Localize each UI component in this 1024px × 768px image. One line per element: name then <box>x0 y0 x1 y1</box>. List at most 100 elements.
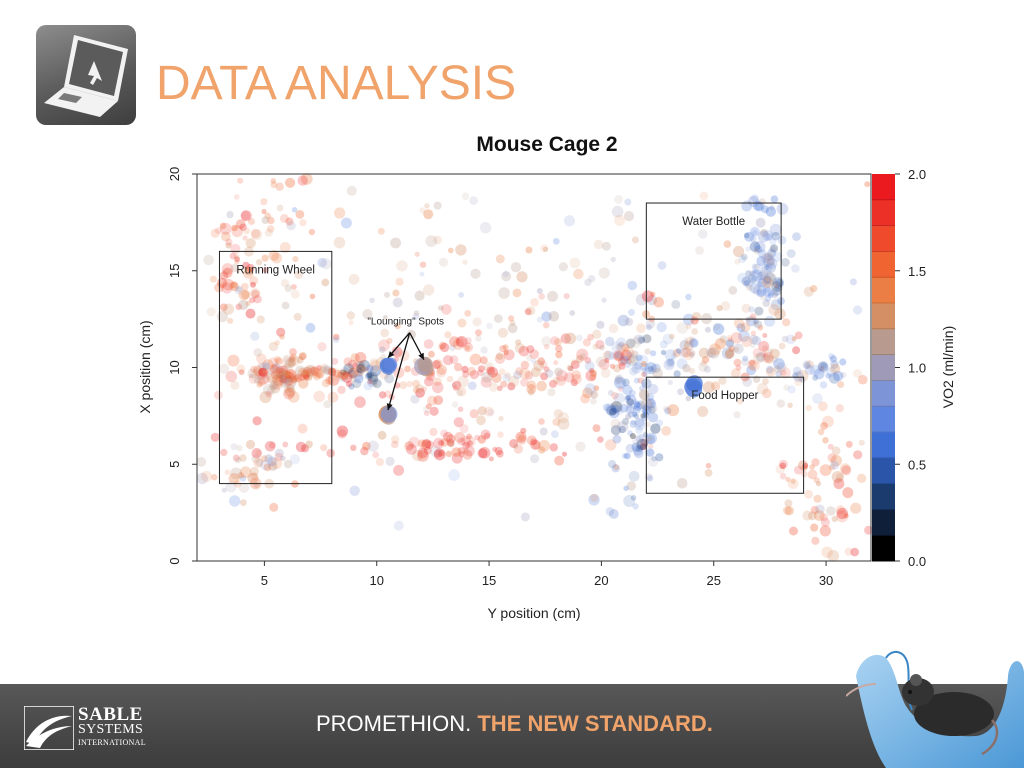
scatter-point <box>332 333 340 341</box>
scatter-point <box>287 371 295 379</box>
slide-title: DATA ANALYSIS <box>156 57 517 110</box>
scatter-point <box>261 375 269 384</box>
scatter-point <box>557 417 570 430</box>
scatter-point <box>295 210 305 219</box>
scatter-point <box>258 368 267 377</box>
scatter-point <box>284 370 292 379</box>
scatter-point <box>480 376 492 388</box>
scatter-point <box>772 286 782 296</box>
scatter-point <box>279 334 285 340</box>
scatter-point <box>789 526 798 536</box>
scatter-point <box>736 323 746 332</box>
scatter-point <box>646 448 655 457</box>
scatter-point <box>253 348 262 357</box>
scatter-point <box>802 360 812 369</box>
scatter-point <box>813 510 825 521</box>
scatter-point <box>607 389 614 396</box>
scatter-point <box>856 473 867 483</box>
scatter-point <box>539 427 548 436</box>
scatter-point <box>225 242 232 249</box>
scatter-point <box>810 285 818 293</box>
scatter-point <box>752 263 763 275</box>
scatter-point <box>830 363 841 374</box>
scatter-point <box>317 372 323 379</box>
scatter-point <box>570 379 578 387</box>
scatter-point <box>301 370 310 379</box>
scatter-point <box>369 358 379 367</box>
scatter-point <box>442 355 454 366</box>
scatter-point <box>323 366 333 376</box>
scatter-point <box>352 378 362 389</box>
scatter-point <box>786 249 796 258</box>
scatter-point <box>497 431 504 438</box>
scatter-point <box>604 350 614 361</box>
scatter-point <box>257 368 268 380</box>
scatter-point <box>554 455 565 466</box>
scatter-point <box>541 336 552 347</box>
scatter-point <box>842 487 854 499</box>
scatter-point <box>686 375 703 392</box>
scatter-point <box>526 435 537 446</box>
scatter-point <box>525 246 533 254</box>
scatter-point <box>257 372 270 385</box>
scatter-point <box>384 390 392 398</box>
scatter-point <box>248 218 255 225</box>
scatter-point <box>765 262 777 273</box>
scatter-point <box>753 241 766 253</box>
scatter-point <box>756 289 765 298</box>
scatter-point <box>595 356 607 368</box>
scatter-point <box>712 323 725 335</box>
scatter-point <box>619 403 629 413</box>
scatter-point <box>275 365 288 378</box>
scatter-point <box>469 196 478 205</box>
scatter-point <box>348 369 357 379</box>
scatter-point <box>439 342 450 353</box>
scatter-point <box>630 495 637 501</box>
scatter-point <box>356 364 365 373</box>
scatter-point <box>497 327 508 338</box>
scatter-point <box>268 461 278 471</box>
scatter-point <box>305 364 317 377</box>
scatter-point <box>623 211 635 222</box>
scatter-point <box>317 342 327 352</box>
scatter-point <box>564 332 577 345</box>
scatter-point <box>220 448 228 457</box>
scatter-point <box>508 375 520 387</box>
scatter-point <box>464 337 472 345</box>
scatter-point <box>229 495 241 507</box>
scatter-point <box>440 429 448 438</box>
scatter-point <box>427 395 438 406</box>
scatter-point <box>497 385 503 392</box>
scatter-point <box>302 369 314 381</box>
scatter-point <box>438 257 449 267</box>
scatter-point <box>375 457 384 467</box>
scatter-point <box>289 355 300 367</box>
scatter-point <box>765 252 774 261</box>
scatter-point <box>281 375 293 387</box>
scatter-point <box>708 347 720 359</box>
scatter-point <box>750 194 759 203</box>
scatter-point <box>412 386 420 394</box>
scatter-point <box>774 308 786 320</box>
scatter-point <box>446 375 454 383</box>
scatter-point <box>853 369 862 378</box>
scatter-point <box>792 366 802 375</box>
scatter-point <box>730 332 743 344</box>
scatter-point <box>785 334 796 345</box>
scatter-point <box>341 372 353 383</box>
scatter-point <box>584 357 592 364</box>
scatter-point <box>617 314 630 327</box>
scatter-point <box>234 259 240 265</box>
scatter-point <box>278 365 289 375</box>
scatter-point <box>662 405 669 412</box>
scatter-point <box>433 377 442 387</box>
scatter-point <box>831 446 841 456</box>
scatter-point <box>348 367 359 379</box>
scatter-point <box>606 405 617 416</box>
scatter-point <box>812 393 823 404</box>
scatter-point <box>760 294 766 301</box>
scatter-point <box>624 395 632 403</box>
scatter-point <box>676 358 688 370</box>
scatter-point <box>240 282 249 291</box>
scatter-point <box>273 355 281 363</box>
